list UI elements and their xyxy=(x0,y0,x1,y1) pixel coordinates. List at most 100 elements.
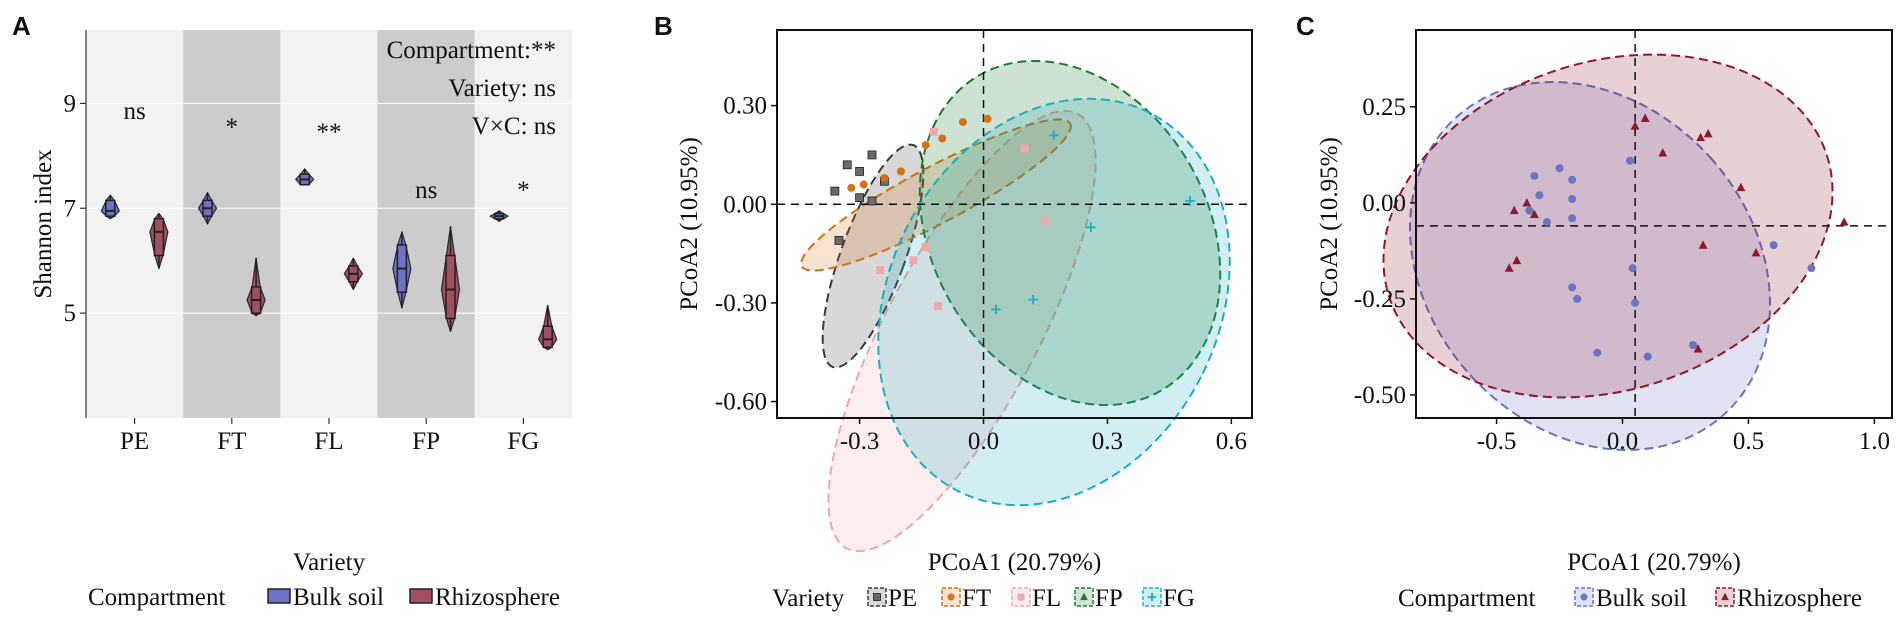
violin-bulk-soil-pe xyxy=(100,194,120,220)
x-tick-label: -0.5 xyxy=(1477,428,1517,455)
axes: 5 7 9 PE FT FL FP FG xyxy=(64,30,539,455)
legend-item-fg: FG xyxy=(1163,585,1195,612)
panel-c-pcoa-compartment: 0.25 0.00 -0.25 -0.50 -0.5 0.0 0.5 1.0 PCoA1 (2… xyxy=(1316,29,1893,612)
box-iqr xyxy=(153,218,165,257)
legend-key-ft xyxy=(941,587,961,607)
legend-marker xyxy=(873,593,881,601)
legend-marker xyxy=(1017,593,1025,601)
ellipse-fl xyxy=(827,109,1097,553)
point-bulk-soil xyxy=(1631,298,1640,307)
legend-key-pe xyxy=(867,587,887,607)
point-rhizosphere xyxy=(1512,255,1522,265)
y-axis-label: PCoA2 (10.95%) xyxy=(1316,137,1343,311)
confidence-ellipses xyxy=(800,59,1231,553)
x-tick-label: 0.6 xyxy=(1216,428,1247,455)
point-fl xyxy=(1020,144,1029,153)
legend-item-pe: PE xyxy=(888,585,917,612)
x-tick-label: 0.5 xyxy=(1733,428,1764,455)
point-bulk-soil xyxy=(1573,294,1582,303)
x-tick-label-fg: FG xyxy=(507,428,539,455)
point-fl xyxy=(934,302,943,311)
point-rhizosphere xyxy=(1696,132,1705,142)
y-tick-label: 0.00 xyxy=(1362,190,1406,217)
x-tick-label: -0.3 xyxy=(840,428,880,455)
ellipse-rhizosphere xyxy=(1382,53,1834,399)
y-tick-label: 7 xyxy=(64,195,77,222)
significance-fg: * xyxy=(517,177,530,204)
legend-item-rhizosphere: Rhizosphere xyxy=(435,584,560,611)
point-bulk-soil xyxy=(1593,348,1602,357)
legend-title: Compartment xyxy=(1398,585,1536,612)
legend: Compartment Bulk soil Rhizosphere xyxy=(1398,585,1862,612)
scatter-points xyxy=(830,114,1195,315)
point-bulk-soil xyxy=(1807,264,1816,273)
point-ft xyxy=(938,134,947,143)
point-pe xyxy=(834,236,844,245)
point-bulk-soil xyxy=(1628,264,1637,273)
point-bulk-soil xyxy=(1555,164,1564,173)
point-ft xyxy=(958,118,967,127)
legend: Variety PE FT FL FP FG xyxy=(772,585,1195,612)
x-tick-label: 0.0 xyxy=(1607,428,1638,455)
violin-rhizosphere-pe xyxy=(149,212,169,270)
y-tick-label: -0.30 xyxy=(715,290,767,317)
point-bulk-soil xyxy=(1530,171,1539,180)
point-bulk-soil xyxy=(1542,218,1551,227)
legend-title: Variety xyxy=(772,585,845,612)
point-rhizosphere xyxy=(1698,240,1708,249)
significance-pe: ns xyxy=(123,98,145,125)
box-iqr xyxy=(105,199,116,217)
point-rhizosphere xyxy=(1736,182,1746,192)
legend-key-fp xyxy=(1074,587,1094,607)
point-pe xyxy=(867,196,877,206)
point-rhizosphere xyxy=(1509,205,1519,215)
panel-label-a: A xyxy=(12,11,31,41)
legend-item-ft: FT xyxy=(962,585,991,612)
stat-variety: Variety: ns xyxy=(448,75,556,102)
legend-key-fl xyxy=(1011,587,1031,607)
point-bulk-soil xyxy=(1568,283,1577,292)
plot-background xyxy=(86,30,572,418)
point-bulk-soil xyxy=(1568,175,1577,184)
legend-keys xyxy=(867,587,1162,607)
point-rhizosphere xyxy=(1703,128,1713,138)
scatter-points xyxy=(1504,113,1849,361)
point-rhizosphere xyxy=(1839,217,1849,226)
x-tick-label-ft: FT xyxy=(217,428,246,455)
y-tick-label: -0.50 xyxy=(1354,382,1406,409)
point-fg xyxy=(1185,196,1195,206)
point-bulk-soil xyxy=(1568,214,1577,223)
y-axis-label: PCoA2 (10.95%) xyxy=(676,137,703,311)
legend-item-bulk-soil: Bulk soil xyxy=(1596,585,1687,612)
y-tick-label: -0.25 xyxy=(1354,286,1406,313)
significance-fl: ** xyxy=(317,119,342,146)
y-axis-label: Shannon index xyxy=(30,149,57,299)
violin-marks xyxy=(100,168,558,351)
significance-fp: ns xyxy=(415,177,437,204)
ellipse-ft xyxy=(800,118,1072,272)
point-rhizosphere xyxy=(1522,198,1532,207)
legend-item-fl: FL xyxy=(1032,585,1061,612)
significance-ft: * xyxy=(226,114,239,141)
ellipse-fp xyxy=(918,59,1222,407)
legend-marker xyxy=(1080,592,1088,601)
point-bulk-soil xyxy=(1535,191,1544,200)
legend-key-bulk-soil xyxy=(267,588,291,604)
point-ft xyxy=(896,167,905,176)
point-rhizosphere xyxy=(1504,263,1514,272)
point-bulk-soil xyxy=(1643,352,1652,361)
point-bulk-soil xyxy=(1525,206,1534,215)
point-pe xyxy=(842,160,852,170)
violin-bulk-soil-fp xyxy=(392,231,412,309)
violin-rhizosphere-fl xyxy=(343,257,363,291)
panel-label-c: C xyxy=(1296,11,1315,41)
point-pe xyxy=(855,193,865,203)
x-tick-label: 0.0 xyxy=(968,428,999,455)
point-fg xyxy=(1086,222,1096,233)
point-fl xyxy=(921,243,930,252)
point-fg xyxy=(1028,294,1038,305)
legend-keys xyxy=(1574,587,1735,607)
violin-bulk-soil-ft xyxy=(197,191,218,225)
legend-marker xyxy=(1721,592,1729,601)
